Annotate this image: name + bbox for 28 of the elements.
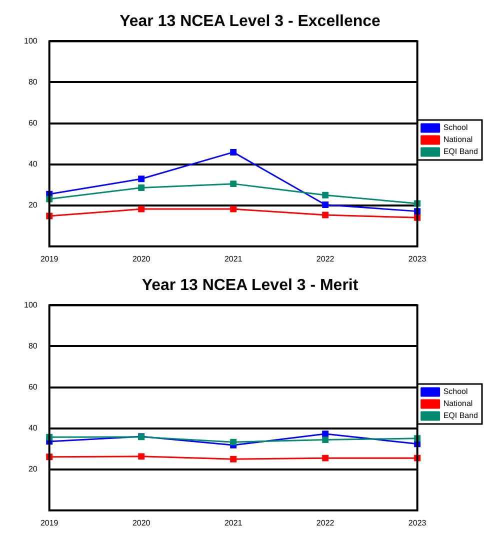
x-tick-label: 2020	[132, 518, 151, 528]
y-tick-label: 80	[28, 77, 38, 86]
x-tick-label: 2019	[40, 518, 59, 528]
y-tick-label: 20	[28, 200, 38, 210]
y-tick-label: 20	[28, 464, 38, 474]
y-tick-label: 40	[28, 160, 38, 169]
legend-label: School	[443, 387, 468, 396]
y-tick-label: 60	[28, 118, 38, 128]
x-tick-label: 2023	[408, 254, 427, 264]
chart-title: Year 13 NCEA Level 3 - Merit	[142, 277, 359, 294]
y-tick-label: 100	[24, 300, 38, 310]
legend-label: National	[443, 135, 473, 144]
chart-title: Year 13 NCEA Level 3 - Excellence	[120, 13, 381, 30]
legend-label: EQI Band	[443, 147, 478, 156]
x-tick-label: 2020	[132, 254, 151, 264]
legend-label: EQI Band	[443, 411, 478, 420]
y-tick-label: 80	[28, 341, 38, 350]
x-tick-label: 2021	[224, 254, 243, 264]
y-tick-label: 60	[28, 382, 38, 392]
y-tick-label: 100	[24, 36, 38, 46]
x-tick-label: 2021	[224, 518, 243, 528]
x-tick-label: 2019	[40, 254, 59, 264]
x-tick-label: 2022	[316, 254, 335, 264]
legend-label: National	[443, 399, 473, 408]
x-tick-label: 2022	[316, 518, 335, 528]
y-tick-label: 40	[28, 424, 38, 433]
legend-label: School	[443, 123, 468, 132]
x-tick-label: 2023	[408, 518, 427, 528]
